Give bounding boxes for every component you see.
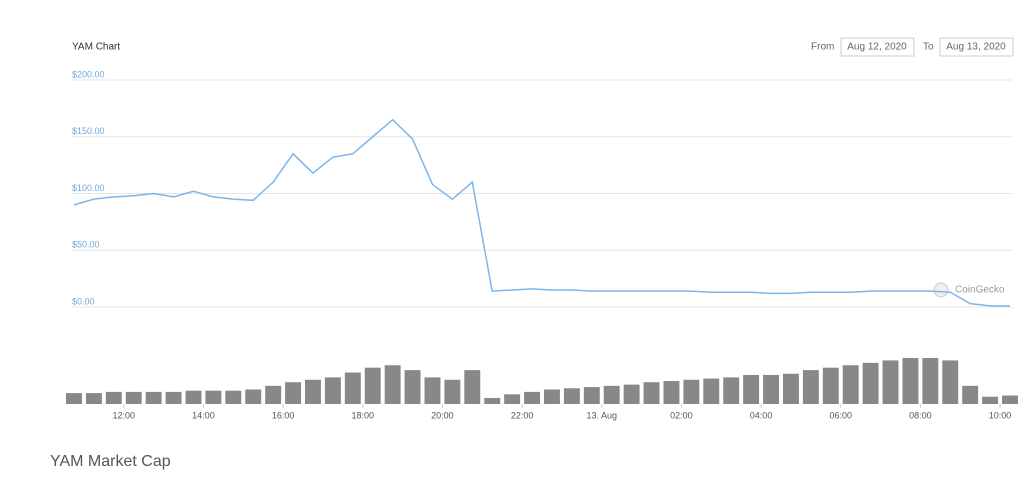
volume-bar xyxy=(464,370,481,404)
volume-bar xyxy=(165,391,182,404)
volume-bar xyxy=(344,372,361,404)
to-date[interactable]: Aug 13, 2020 xyxy=(946,42,1006,53)
volume-bar xyxy=(962,385,979,404)
volume-bar xyxy=(364,367,381,404)
y-tick-label: $50.00 xyxy=(72,240,100,250)
volume-bar xyxy=(484,397,501,404)
price-line xyxy=(73,118,1011,307)
range-from-label: From xyxy=(811,42,834,53)
volume-bar xyxy=(623,384,640,404)
range-to-label: To xyxy=(923,42,934,53)
volume-bar xyxy=(782,373,799,404)
volume-bar xyxy=(822,367,839,404)
volume-bar xyxy=(305,379,321,404)
volume-bar xyxy=(643,382,660,404)
volume-bar xyxy=(862,362,879,404)
volume-bar xyxy=(942,360,959,404)
volume-bar xyxy=(185,390,202,404)
volume-bar xyxy=(802,370,819,404)
volume-bar xyxy=(404,370,421,404)
x-tick-label: 08:00 xyxy=(909,410,932,420)
from-date[interactable]: Aug 12, 2020 xyxy=(847,42,907,53)
volume-bar xyxy=(563,388,580,404)
y-tick-label: $150.00 xyxy=(72,126,105,136)
volume-bar xyxy=(504,394,521,404)
x-tick-label: 02:00 xyxy=(670,410,693,420)
volume-bar xyxy=(982,396,999,404)
x-tick-label: 22:00 xyxy=(511,410,534,420)
volume-bar xyxy=(524,391,541,404)
x-tick-label: 14:00 xyxy=(192,410,215,420)
x-tick-label: 13. Aug xyxy=(586,410,617,420)
x-tick-label: 06:00 xyxy=(829,410,852,420)
x-tick-label: 10:00 xyxy=(989,410,1012,420)
volume-bar xyxy=(902,358,919,404)
volume-bar xyxy=(663,381,680,404)
volume-bar xyxy=(265,385,282,404)
x-tick-label: 04:00 xyxy=(750,410,773,420)
volume-bar xyxy=(66,393,82,404)
volume-bar xyxy=(384,365,401,404)
y-tick-label: $200.00 xyxy=(72,69,105,79)
volume-bar xyxy=(225,390,242,404)
volume-bar xyxy=(324,377,341,404)
x-tick-label: 18:00 xyxy=(351,410,374,420)
volume-bar xyxy=(145,391,162,404)
y-tick-label: $0.00 xyxy=(72,296,95,306)
volume-bar xyxy=(922,358,939,404)
volume-bar xyxy=(743,374,760,404)
chart-title: YAM Chart xyxy=(72,42,120,53)
volume-bar xyxy=(543,389,560,404)
volume-bar xyxy=(763,374,779,404)
volume-bar xyxy=(583,387,600,404)
x-tick-label: 20:00 xyxy=(431,410,454,420)
credit-logo xyxy=(933,282,949,298)
volume-bar xyxy=(285,382,302,404)
volume-bar xyxy=(205,390,222,404)
volume-bar xyxy=(85,393,102,404)
volume-bar xyxy=(245,389,262,404)
x-tick-label: 16:00 xyxy=(272,410,295,420)
volume-bar xyxy=(125,391,142,404)
to-input[interactable] xyxy=(939,37,1014,57)
volume-bar xyxy=(842,365,859,404)
volume-bar xyxy=(424,377,441,404)
volume-bar xyxy=(723,377,740,404)
volume-bar xyxy=(703,378,720,404)
x-tick-label: 12:00 xyxy=(113,410,136,420)
caption: YAM Market Cap xyxy=(50,453,171,470)
volume-bar xyxy=(603,385,620,404)
y-tick-label: $100.00 xyxy=(72,183,105,193)
volume-bar xyxy=(1002,395,1018,404)
volume-bar xyxy=(105,391,122,404)
credit: CoinGecko xyxy=(955,285,1005,296)
volume-bar xyxy=(882,360,899,404)
volume-bar xyxy=(444,379,461,404)
volume-bar xyxy=(683,379,700,404)
from-input[interactable] xyxy=(840,37,915,57)
